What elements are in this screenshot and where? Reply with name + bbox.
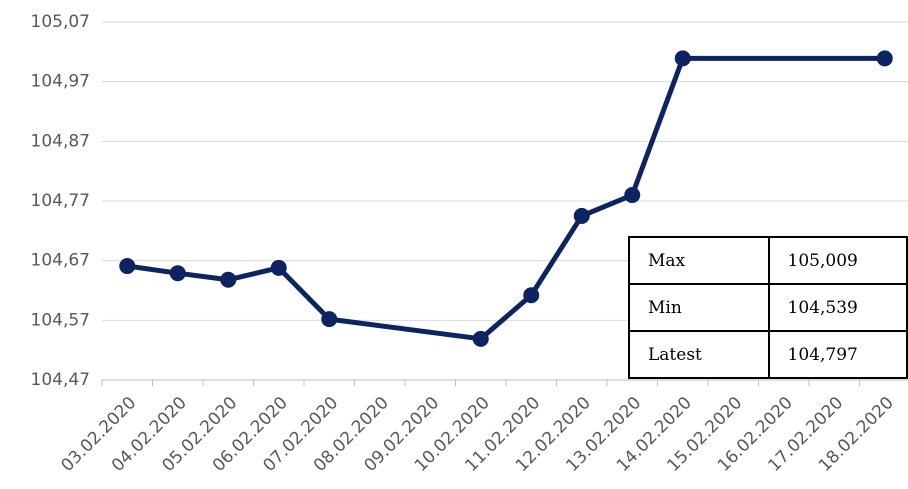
y-tick-label: 104,67 [31,251,90,271]
marker [119,258,136,275]
marker [270,259,287,276]
row: Min 104,539 [628,283,908,332]
marker [472,330,489,347]
row: Max 105,009 [628,236,908,285]
marker [876,50,893,67]
cell: 104,797 [767,330,908,379]
marker [321,311,338,328]
cell: Max [628,236,770,285]
marker [523,287,540,304]
cell: 105,009 [767,236,908,285]
y-tick-label: 104,57 [31,310,90,330]
marker [624,187,641,204]
y-tick-label: 105,07 [31,12,90,32]
y-tick-label: 104,97 [31,72,90,92]
cell: Latest [628,330,770,379]
y-tick-label: 104,77 [31,191,90,211]
cell: 104,539 [767,283,908,332]
marker [169,265,186,282]
marker [573,207,590,224]
stats-table: Max 105,009 Min 104,539 Latest 104,797 [628,236,908,379]
cell: Min [628,283,770,332]
y-tick-label: 104,47 [31,370,90,390]
row: Latest 104,797 [628,330,908,379]
marker [220,271,237,288]
y-tick-label: 104,87 [31,131,90,151]
marker [674,50,691,67]
